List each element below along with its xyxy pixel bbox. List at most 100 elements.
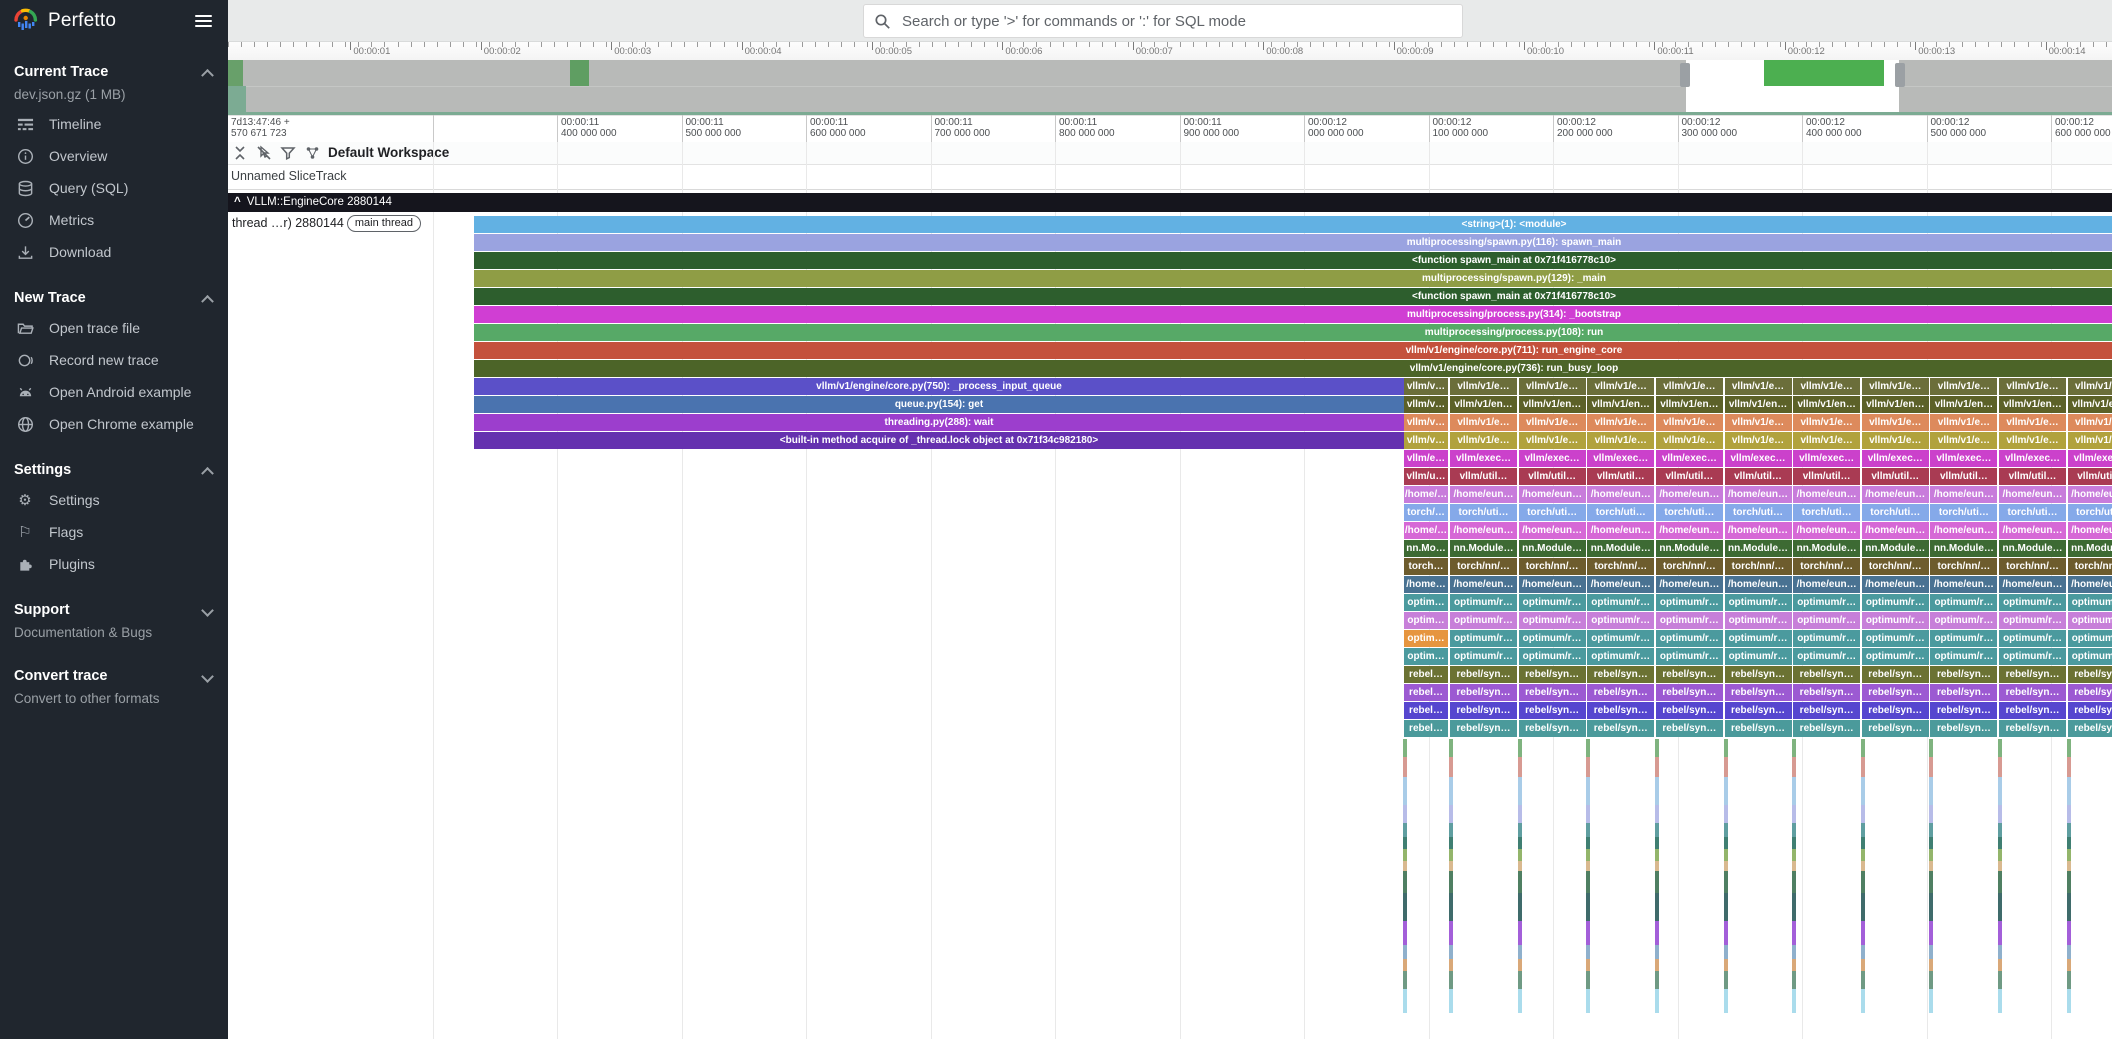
slice[interactable]: torch/uti… [1793,504,1861,521]
deselect-icon[interactable] [256,145,274,163]
workspace-label[interactable]: Default Workspace [328,145,450,160]
slice[interactable]: <function spawn_main at 0x71f416778c10> [474,252,2112,269]
call-stack-spike[interactable] [1998,871,2003,893]
slice[interactable]: rebel/syn… [1861,702,1929,719]
call-stack-spike[interactable] [1449,871,1453,893]
slice[interactable]: rebel/syn… [1930,702,1998,719]
slice[interactable]: /home/… [1404,522,1448,539]
slice[interactable]: torch/uti… [1655,504,1723,521]
call-stack-spike[interactable] [1586,945,1591,959]
slice[interactable]: vllm/exec… [1793,450,1861,467]
slice[interactable]: /home/eun… [2067,576,2112,593]
call-stack-spike[interactable] [1860,861,1865,871]
slice[interactable]: optimum/r… [1587,630,1655,647]
slice[interactable]: vllm/v1/e… [1450,414,1517,431]
call-stack-spike[interactable] [2066,921,2071,945]
slice[interactable]: torch/uti… [1861,504,1929,521]
omnibox[interactable] [863,4,1463,38]
slice[interactable]: optimum/r… [2067,648,2112,665]
overview-ruler[interactable] [228,42,2112,60]
slice[interactable]: /home/eun… [1518,522,1586,539]
slice[interactable]: rebel/syn… [1793,720,1861,737]
call-stack-spike[interactable] [1929,837,1934,849]
call-stack-spike[interactable] [1403,945,1407,959]
call-stack-spike[interactable] [1723,739,1728,757]
call-stack-spike[interactable] [1929,849,1934,861]
call-stack-spike[interactable] [2066,989,2071,1013]
slice[interactable]: optimum/r… [1518,594,1586,611]
call-stack-spike[interactable] [1792,861,1797,871]
slice[interactable]: torch/uti… [1587,504,1655,521]
thread-track-label[interactable]: thread …r) 2880144 main thread [232,214,421,233]
call-stack-spike[interactable] [1517,921,1522,945]
slice[interactable]: vllm/v1/e… [2067,378,2112,395]
call-stack-spike[interactable] [1654,871,1659,893]
slice[interactable]: optimum/r… [1450,612,1517,629]
slice[interactable]: optimum/r… [1655,594,1723,611]
slice[interactable]: vllm/v1/e… [1450,432,1517,449]
call-stack-spike[interactable] [1723,777,1728,805]
slice[interactable]: vllm/exec… [1518,450,1586,467]
slice[interactable]: vllm/exec… [1450,450,1517,467]
call-stack-spike[interactable] [1929,777,1934,805]
slice[interactable]: multiprocessing/spawn.py(129): _main [474,270,2112,287]
slice[interactable]: /home/eun… [1518,576,1586,593]
call-stack-spike[interactable] [1929,823,1934,837]
slice[interactable]: rebel/syn… [1724,702,1792,719]
slice[interactable]: /home/… [1404,486,1448,503]
slice[interactable]: optimum/r… [1999,630,2067,647]
slice[interactable]: nn.Mo… [1404,540,1448,557]
slice[interactable]: /home/eun… [1861,522,1929,539]
call-stack-spike[interactable] [1792,959,1797,971]
call-stack-spike[interactable] [1449,893,1453,921]
call-stack-spike[interactable] [1449,945,1453,959]
sidebar-section-header-support[interactable]: Support [0,596,228,624]
call-stack-spike[interactable] [1792,921,1797,945]
call-stack-spike[interactable] [1586,921,1591,945]
slice[interactable]: torch/nn/… [1518,558,1586,575]
slice[interactable]: rebel… [1404,684,1448,701]
slice[interactable]: vllm/u… [1404,468,1448,485]
call-stack-spike[interactable] [1998,739,2003,757]
slice[interactable]: optimum/r… [1587,648,1655,665]
call-stack-spike[interactable] [1586,989,1591,1013]
call-stack-spike[interactable] [2066,739,2071,757]
slice[interactable]: vllm/util… [1655,468,1723,485]
call-stack-spike[interactable] [1586,739,1591,757]
slice[interactable]: nn.Module… [1999,540,2067,557]
call-stack-spike[interactable] [1929,921,1934,945]
call-stack-spike[interactable] [1654,861,1659,871]
sidebar-item-download[interactable]: Download [0,236,228,268]
call-stack-spike[interactable] [1723,971,1728,989]
slice[interactable]: /home/eun… [1930,486,1998,503]
call-stack-spike[interactable] [1792,805,1797,823]
call-stack-spike[interactable] [1723,861,1728,871]
slice[interactable]: rebel… [1404,666,1448,683]
slice[interactable]: vllm/util… [2067,468,2112,485]
slice[interactable]: torch/nn/… [1999,558,2067,575]
sidebar-item-open-android-example[interactable]: Open Android example [0,376,228,408]
slice[interactable]: optimum/r… [1999,648,2067,665]
sidebar-section-header-current-trace[interactable]: Current Trace [0,58,228,86]
slice[interactable]: /home/eun… [1861,486,1929,503]
call-stack-spike[interactable] [1998,805,2003,823]
call-stack-spike[interactable] [1403,823,1407,837]
call-stack-spike[interactable] [2066,959,2071,971]
slice[interactable]: vllm/v1/e… [1724,378,1792,395]
slice[interactable]: vllm/v1/e… [1518,378,1586,395]
slice[interactable]: vllm/v1/en… [1724,396,1792,413]
slice[interactable]: /home/eun… [1999,522,2067,539]
call-stack-spike[interactable] [1403,893,1407,921]
slice[interactable]: rebel/syn… [1861,720,1929,737]
slice[interactable]: rebel… [1404,720,1448,737]
call-stack-spike[interactable] [1860,739,1865,757]
slice[interactable]: /home/eun… [1930,522,1998,539]
slice[interactable]: optimum/r… [1930,612,1998,629]
call-stack-spike[interactable] [1998,837,2003,849]
call-stack-spike[interactable] [1517,945,1522,959]
slice[interactable]: optimum/r… [2067,594,2112,611]
call-stack-spike[interactable] [1929,871,1934,893]
slice[interactable]: vllm/v1/e… [1861,432,1929,449]
call-stack-spike[interactable] [1998,849,2003,861]
call-stack-spike[interactable] [1998,945,2003,959]
